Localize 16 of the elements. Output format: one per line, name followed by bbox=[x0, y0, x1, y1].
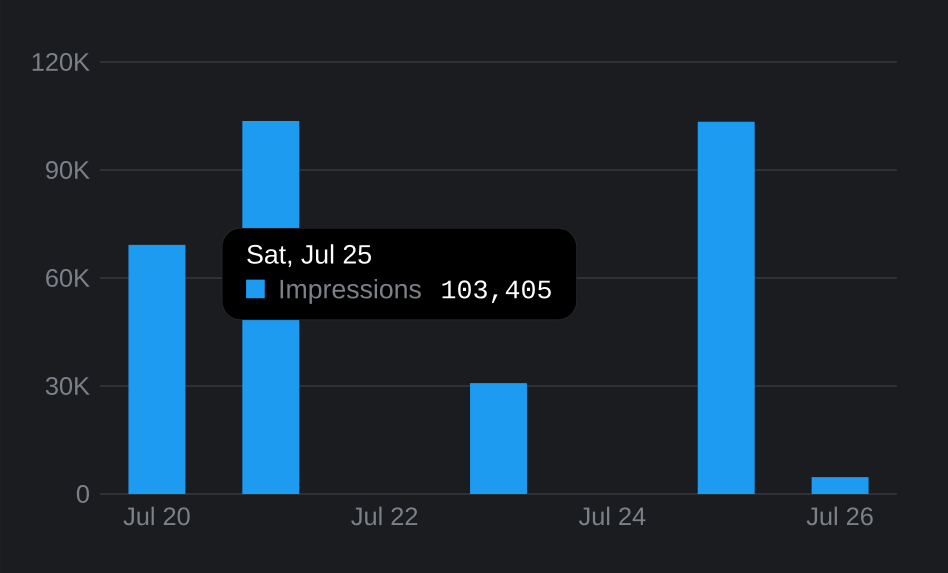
y-tick-label: 120K bbox=[32, 53, 90, 71]
y-tick-label: 60K bbox=[46, 269, 90, 287]
y-tick-label: 30K bbox=[46, 377, 90, 395]
bar bbox=[128, 244, 186, 494]
y-tick-label: 90K bbox=[46, 161, 90, 179]
bar bbox=[812, 477, 869, 494]
x-tick-label: Jul 20 bbox=[124, 506, 190, 526]
annotation: Sat, Jul 25 bbox=[247, 244, 371, 267]
bar bbox=[470, 383, 527, 494]
x-tick-label: Jul 22 bbox=[351, 506, 418, 526]
y-tick-label: 0 bbox=[76, 485, 89, 503]
legend-label: Impressions bbox=[280, 278, 421, 304]
annotation: 103,405 bbox=[442, 280, 551, 303]
x-tick-label: Jul 26 bbox=[806, 506, 873, 526]
bar bbox=[698, 122, 755, 494]
x-tick-label: Jul 24 bbox=[578, 506, 646, 526]
